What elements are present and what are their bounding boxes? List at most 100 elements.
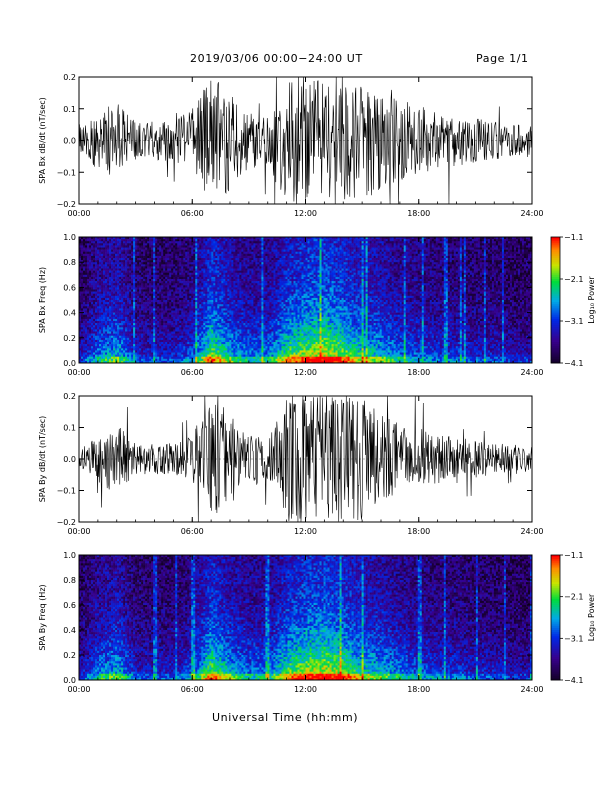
heat-cell	[117, 331, 120, 334]
heat-cell	[173, 318, 176, 322]
heat-cell	[231, 344, 234, 347]
heat-cell	[147, 331, 150, 334]
heat-cell	[227, 316, 230, 320]
heat-cell	[93, 270, 96, 273]
heat-cell	[133, 237, 136, 240]
heat-cell	[183, 327, 186, 330]
heat-cell	[209, 289, 212, 292]
heat-cell	[207, 329, 210, 332]
heat-cell	[151, 331, 154, 334]
heat-cell	[173, 281, 176, 284]
heat-cell	[189, 308, 192, 311]
heat-cell	[143, 270, 146, 273]
heat-cell	[211, 283, 214, 286]
heat-cell	[243, 249, 246, 252]
heat-cell	[147, 335, 150, 339]
heat-cell	[149, 279, 152, 282]
heat-cell	[217, 253, 220, 257]
heat-cell	[183, 293, 186, 297]
heat-cell	[233, 268, 236, 271]
heat-cell	[159, 281, 162, 284]
heat-cell	[163, 297, 166, 301]
heat-cell	[199, 304, 202, 307]
heat-cell	[97, 306, 100, 309]
heat-cell	[117, 270, 120, 273]
heat-cell	[197, 316, 200, 320]
heat-cell	[191, 241, 194, 244]
heat-cell	[179, 293, 182, 297]
heat-cell	[155, 262, 158, 265]
heat-cell	[149, 241, 152, 244]
heat-cell	[115, 331, 118, 334]
heat-cell	[107, 283, 110, 286]
heat-cell	[87, 350, 90, 353]
heat-cell	[201, 333, 204, 336]
heat-cell	[189, 335, 192, 339]
heat-cell	[133, 285, 136, 288]
heat-cell	[221, 329, 224, 332]
heat-cell	[95, 327, 98, 330]
heat-cell	[127, 237, 130, 240]
heat-cell	[235, 245, 238, 248]
heat-cell	[161, 346, 164, 349]
heat-cell	[243, 258, 246, 261]
heat-cell	[191, 304, 194, 307]
heat-cell	[85, 274, 88, 278]
heat-cell	[145, 258, 148, 261]
heat-cell	[201, 316, 204, 320]
heat-cell	[189, 314, 192, 318]
heat-cell	[213, 331, 216, 334]
heat-cell	[89, 281, 92, 284]
heat-cell	[203, 243, 206, 246]
heat-cell	[219, 289, 222, 292]
heat-cell	[149, 255, 152, 259]
heat-cell	[79, 281, 82, 284]
heat-cell	[223, 352, 226, 355]
heat-cell	[105, 258, 108, 261]
heat-cell	[215, 281, 218, 284]
heat-cell	[237, 316, 240, 320]
heat-cell	[205, 312, 208, 315]
heat-cell	[239, 287, 242, 290]
heat-cell	[161, 274, 164, 278]
heat-cell	[201, 297, 204, 301]
heat-cell	[221, 316, 224, 320]
heat-cell	[215, 346, 218, 349]
heat-cell	[157, 281, 160, 284]
heat-cell	[231, 289, 234, 292]
heat-cell	[161, 344, 164, 347]
heat-cell	[207, 344, 210, 347]
heat-cell	[137, 279, 140, 282]
heat-cell	[157, 302, 160, 305]
heat-cell	[199, 318, 202, 322]
heat-cell	[213, 346, 216, 349]
heat-cell	[157, 272, 160, 276]
heat-cell	[177, 258, 180, 261]
heat-cell	[95, 241, 98, 244]
heat-cell	[99, 337, 102, 341]
heat-cell	[157, 346, 160, 349]
heat-cell	[235, 329, 238, 332]
heat-cell	[105, 247, 108, 250]
heat-cell	[209, 310, 212, 313]
heat-cell	[203, 346, 206, 349]
heat-cell	[237, 356, 240, 360]
heat-cell	[161, 285, 164, 288]
heat-cell	[141, 251, 144, 255]
heat-cell	[83, 295, 86, 299]
heat-cell	[177, 348, 180, 351]
heat-cell	[177, 335, 180, 339]
heat-cell	[221, 285, 224, 288]
heat-cell	[213, 358, 216, 362]
heat-cell	[109, 331, 112, 334]
heat-cell	[211, 274, 214, 278]
heat-cell	[169, 310, 172, 313]
heat-cell	[231, 283, 234, 286]
heat-cell	[101, 268, 104, 271]
heat-cell	[109, 237, 112, 240]
heat-cell	[203, 358, 206, 362]
heat-cell	[231, 243, 234, 246]
heat-cell	[119, 360, 122, 364]
heat-cell	[231, 287, 234, 290]
heat-cell	[159, 279, 162, 282]
